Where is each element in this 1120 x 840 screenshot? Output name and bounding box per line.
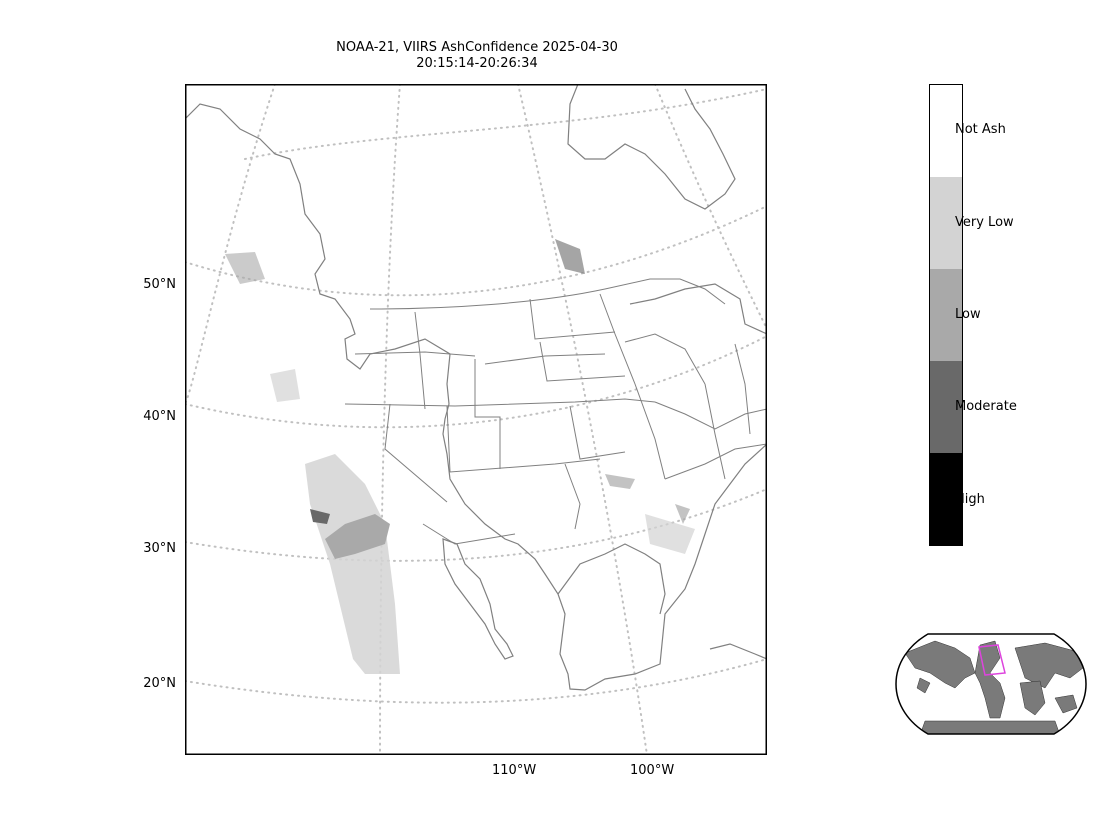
graticule-longitude (185, 84, 767, 755)
inset-globe-outline (895, 633, 1087, 735)
inset-globe-map (895, 633, 1087, 735)
colorbar (929, 84, 963, 546)
lon-label-100: 100°W (630, 763, 675, 778)
main-map (185, 84, 767, 755)
map-frame (185, 84, 767, 755)
title-line-2: 20:15:14-20:26:34 (416, 56, 538, 71)
inset-land (904, 640, 1084, 734)
colorbar-label-moderate: Moderate (955, 399, 1017, 414)
title-line-1: NOAA-21, VIIRS AshConfidence 2025-04-30 (336, 40, 618, 55)
political-borders (344, 278, 767, 545)
lat-label-40: 40°N (143, 409, 176, 424)
colorbar-segment-low (930, 269, 962, 361)
lat-label-20: 20°N (143, 676, 176, 691)
colorbar-label-not-ash: Not Ash (955, 122, 1006, 137)
lat-label-50: 50°N (143, 277, 176, 292)
colorbar-segment-high (930, 453, 962, 545)
coastlines (185, 84, 767, 691)
map-title: NOAA-21, VIIRS AshConfidence 2025-04-30 … (186, 40, 768, 72)
ash-swath (225, 239, 695, 674)
lat-label-30: 30°N (143, 541, 176, 556)
colorbar-label-low: Low (955, 307, 981, 322)
graticule-latitude (185, 88, 767, 704)
colorbar-segment-very-low (930, 177, 962, 269)
colorbar-label-high: High (955, 492, 985, 507)
colorbar-segment-moderate (930, 361, 962, 453)
lon-label-110: 110°W (492, 763, 537, 778)
colorbar-segment-not-ash (930, 85, 962, 177)
inset-region-box (978, 644, 1006, 676)
colorbar-label-very-low: Very Low (955, 215, 1014, 230)
